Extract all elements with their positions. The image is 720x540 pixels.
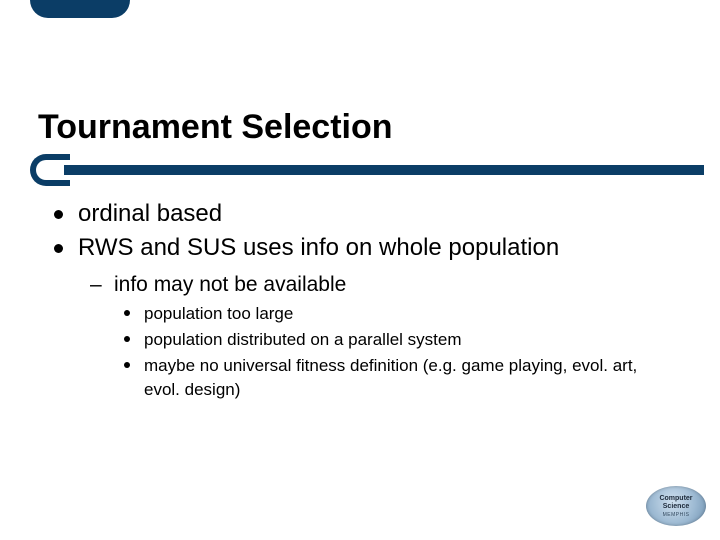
slide: Tournament Selection ordinal based RWS a… [0, 0, 720, 540]
bullet-l3-item: maybe no universal fitness definition (e… [114, 354, 674, 402]
slide-title: Tournament Selection [38, 108, 393, 147]
band-bar-shape [64, 165, 704, 175]
bullet-list-level3: population too large population distribu… [114, 302, 674, 401]
logo-line2: Science [663, 503, 689, 510]
bullet-l3-item: population too large [114, 302, 674, 326]
bullet-list-level1: ordinal based RWS and SUS uses info on w… [50, 198, 674, 401]
content-area: ordinal based RWS and SUS uses info on w… [50, 198, 674, 405]
bullet-l2-item: info may not be available population too… [78, 269, 674, 402]
top-accent-shape [30, 0, 130, 18]
bullet-l1-item: RWS and SUS uses info on whole populatio… [50, 232, 674, 401]
bullet-l3-item: population distributed on a parallel sys… [114, 328, 674, 352]
title-underline-band [30, 154, 704, 186]
bullet-text: ordinal based [78, 200, 222, 227]
footer-logo: Computer Science MEMPHIS [646, 486, 706, 526]
logo-line1: Computer [659, 495, 692, 502]
bullet-text: population too large [144, 304, 293, 323]
logo-line3: MEMPHIS [663, 513, 690, 518]
bullet-text: RWS and SUS uses info on whole populatio… [78, 234, 559, 261]
bullet-text: population distributed on a parallel sys… [144, 330, 462, 349]
bullet-list-level2: info may not be available population too… [78, 269, 674, 402]
bullet-l1-item: ordinal based [50, 198, 674, 230]
bullet-text: info may not be available [114, 273, 346, 296]
bullet-text: maybe no universal fitness definition (e… [144, 356, 637, 399]
